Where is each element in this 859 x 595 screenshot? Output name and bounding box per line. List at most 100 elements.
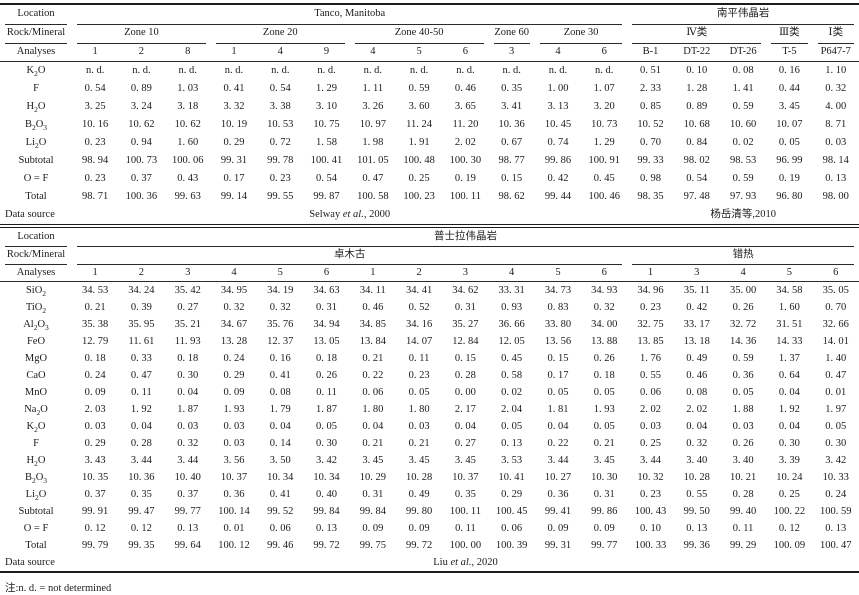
value-cell: 0. 17 xyxy=(211,170,257,188)
value-cell: n. d. xyxy=(581,62,627,81)
value-cell: 14. 07 xyxy=(396,333,442,350)
analysis-id-header: 3 xyxy=(489,43,535,62)
value-cell: 35. 05 xyxy=(813,282,859,300)
value-cell: 0. 04 xyxy=(350,418,396,435)
value-cell: 3. 20 xyxy=(581,98,627,116)
value-cell: 0. 00 xyxy=(442,384,488,401)
value-cell: 0. 27 xyxy=(442,435,488,452)
value-cell: 1. 11 xyxy=(350,80,396,98)
value-cell: 0. 49 xyxy=(674,350,720,367)
value-cell: 0. 17 xyxy=(535,367,581,384)
value-cell: 100. 22 xyxy=(766,503,812,520)
analysis-id-header: 5 xyxy=(257,264,303,282)
value-cell: 0. 22 xyxy=(350,367,396,384)
value-cell: 0. 05 xyxy=(489,418,535,435)
value-cell: 34. 24 xyxy=(118,282,164,300)
value-cell: 99. 79 xyxy=(72,537,118,554)
value-cell: 1. 93 xyxy=(211,401,257,418)
value-cell: 35. 95 xyxy=(118,316,164,333)
value-cell: 8. 71 xyxy=(813,116,859,134)
value-cell: 0. 03 xyxy=(211,418,257,435)
value-cell: 0. 33 xyxy=(118,350,164,367)
value-cell: 99. 77 xyxy=(581,537,627,554)
analysis-id-header: DT-26 xyxy=(720,43,766,62)
value-cell: 10. 62 xyxy=(118,116,164,134)
value-cell: 0. 21 xyxy=(581,435,627,452)
value-cell: 10. 97 xyxy=(350,116,396,134)
value-cell: 10. 36 xyxy=(489,116,535,134)
value-cell: 0. 30 xyxy=(766,435,812,452)
value-cell: 0. 08 xyxy=(720,62,766,81)
component-row-label: O = F xyxy=(0,170,72,188)
value-cell: 0. 13 xyxy=(674,520,720,537)
value-cell: 0. 12 xyxy=(118,520,164,537)
component-row-label: MnO xyxy=(0,384,72,401)
value-cell: 0. 85 xyxy=(627,98,673,116)
value-cell: 12. 05 xyxy=(489,333,535,350)
analysis-id-header: 4 xyxy=(535,43,581,62)
value-cell: 0. 02 xyxy=(720,134,766,152)
value-cell: 33. 31 xyxy=(489,282,535,300)
value-cell: 0. 21 xyxy=(72,299,118,316)
value-cell: 3. 43 xyxy=(72,452,118,469)
value-cell: 0. 16 xyxy=(257,350,303,367)
value-cell: 1. 81 xyxy=(535,401,581,418)
value-cell: 99. 52 xyxy=(257,503,303,520)
value-cell: 3. 32 xyxy=(211,98,257,116)
analysis-id-header: 1 xyxy=(350,264,396,282)
value-cell: 100. 73 xyxy=(118,152,164,170)
value-cell: 0. 21 xyxy=(350,350,396,367)
value-cell: 99. 86 xyxy=(535,152,581,170)
value-cell: 1. 29 xyxy=(303,80,349,98)
value-cell: n. d. xyxy=(396,62,442,81)
value-cell: 0. 16 xyxy=(766,62,812,81)
value-cell: 0. 83 xyxy=(535,299,581,316)
analysis-id-header: 6 xyxy=(581,264,627,282)
value-cell: 0. 30 xyxy=(303,435,349,452)
value-cell: 0. 13 xyxy=(813,170,859,188)
value-cell: n. d. xyxy=(442,62,488,81)
value-cell: 3. 45 xyxy=(396,452,442,469)
value-cell: 99. 31 xyxy=(211,152,257,170)
value-cell: 0. 05 xyxy=(766,134,812,152)
value-cell: 0. 47 xyxy=(350,170,396,188)
component-row-label: MgO xyxy=(0,350,72,367)
value-cell: 0. 59 xyxy=(720,350,766,367)
value-cell: 1. 87 xyxy=(165,401,211,418)
value-cell: 1. 00 xyxy=(535,80,581,98)
value-cell: 0. 18 xyxy=(165,350,211,367)
analyses-label: Analyses xyxy=(0,264,72,282)
value-cell: 99. 87 xyxy=(303,188,349,206)
value-cell: 1. 93 xyxy=(581,401,627,418)
analysis-id-header: B-1 xyxy=(627,43,673,62)
value-cell: 34. 41 xyxy=(396,282,442,300)
value-cell: 100. 11 xyxy=(442,503,488,520)
value-cell: 10. 53 xyxy=(257,116,303,134)
value-cell: 34. 73 xyxy=(535,282,581,300)
value-cell: 13. 18 xyxy=(674,333,720,350)
value-cell: 1. 29 xyxy=(581,134,627,152)
value-cell: 3. 24 xyxy=(118,98,164,116)
value-cell: 0. 05 xyxy=(396,384,442,401)
value-cell: 99. 36 xyxy=(674,537,720,554)
value-cell: 34. 96 xyxy=(627,282,673,300)
value-cell: 0. 06 xyxy=(257,520,303,537)
value-cell: 0. 42 xyxy=(535,170,581,188)
value-cell: 1. 88 xyxy=(720,401,766,418)
value-cell: 0. 05 xyxy=(535,384,581,401)
value-cell: 100. 45 xyxy=(489,503,535,520)
value-cell: 1. 60 xyxy=(165,134,211,152)
rock-group-header: Zone 40-50 xyxy=(350,24,489,43)
value-cell: 0. 24 xyxy=(813,486,859,503)
value-cell: 0. 11 xyxy=(303,384,349,401)
value-cell: 0. 54 xyxy=(72,80,118,98)
value-cell: 99. 40 xyxy=(720,503,766,520)
value-cell: 0. 03 xyxy=(720,418,766,435)
analysis-id-header: 4 xyxy=(211,264,257,282)
